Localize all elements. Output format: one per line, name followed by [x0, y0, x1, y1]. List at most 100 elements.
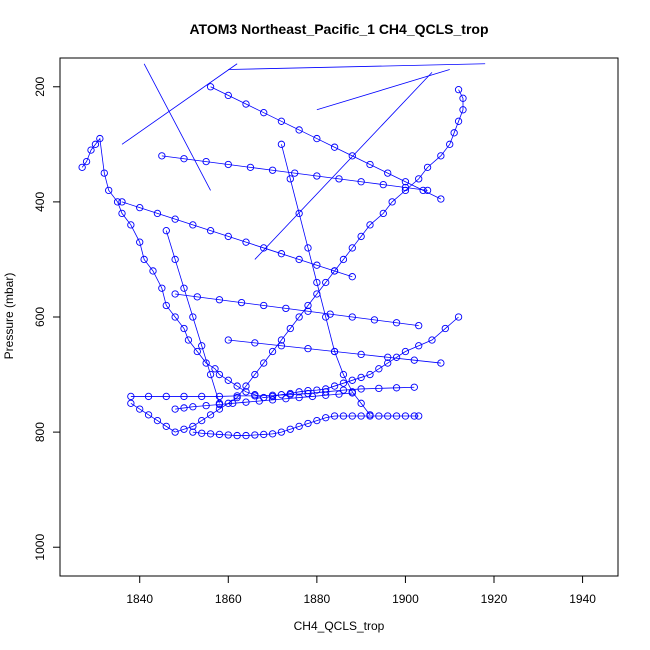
data-point: [401, 183, 410, 192]
data-point: [366, 160, 374, 169]
data-point: [348, 244, 356, 252]
data-point: [277, 336, 286, 344]
data-point: [180, 404, 188, 412]
series-line: [210, 86, 442, 200]
data-point: [357, 399, 365, 407]
data-point: [242, 100, 250, 108]
x-tick-label: 1940: [569, 592, 596, 606]
data-point: [251, 431, 259, 439]
data-point: [322, 278, 330, 287]
y-tick-label: 800: [33, 422, 47, 442]
data-point: [384, 169, 392, 177]
data-point: [171, 428, 179, 436]
y-axis: 200 400 600 800 1000: [33, 76, 61, 561]
connector-line: [121, 63, 238, 145]
series-line: [121, 201, 353, 278]
data-point: [277, 342, 286, 350]
data-point: [322, 414, 330, 422]
data-point: [215, 405, 224, 413]
data-point: [384, 359, 392, 367]
x-axis: 1840 1860 1880 1900 1920 1940: [126, 575, 596, 606]
y-tick-label: 600: [33, 307, 47, 327]
connector-line: [254, 72, 433, 260]
data-point: [189, 428, 197, 436]
data-point: [348, 273, 356, 281]
data-point: [224, 91, 232, 100]
data-point: [313, 134, 321, 143]
data-point: [339, 255, 348, 264]
data-point: [295, 388, 303, 396]
data-point: [437, 195, 445, 203]
data-point: [224, 431, 232, 439]
data-point: [415, 412, 423, 420]
data-point: [375, 412, 383, 420]
data-point: [415, 175, 423, 183]
data-point: [162, 301, 170, 310]
data-point: [215, 399, 224, 407]
connector-line: [143, 63, 211, 191]
series-line: [130, 89, 464, 433]
data-point: [206, 430, 215, 438]
data-point: [113, 198, 122, 206]
data-point: [304, 301, 312, 310]
data-point: [415, 342, 423, 350]
data-point: [304, 345, 312, 353]
data-point: [211, 365, 219, 373]
data-point: [215, 370, 224, 379]
data-point: [242, 382, 250, 390]
data-point: [144, 411, 153, 419]
data-point: [313, 278, 321, 287]
data-point: [260, 109, 268, 117]
data-point: [251, 370, 259, 379]
data-point: [233, 392, 241, 400]
data-point: [202, 401, 210, 410]
data-point: [180, 155, 188, 163]
data-point: [206, 411, 215, 419]
data-point: [348, 376, 356, 384]
data-point: [171, 255, 179, 264]
data-point: [410, 356, 418, 364]
data-point: [357, 350, 365, 359]
data-point: [162, 422, 170, 431]
data-point: [388, 198, 396, 206]
data-point: [330, 382, 339, 390]
data-point: [454, 313, 463, 321]
data-point: [206, 370, 215, 379]
data-point: [260, 301, 268, 310]
data-point: [184, 336, 193, 344]
data-point: [224, 376, 232, 384]
data-point: [277, 250, 286, 258]
data-point: [304, 307, 312, 315]
series-line: [130, 386, 415, 397]
y-axis-label: Pressure (mbar): [2, 273, 16, 360]
data-point: [419, 186, 427, 195]
data-point: [268, 391, 277, 399]
data-point: [313, 386, 321, 394]
data-point: [357, 232, 365, 241]
data-point: [392, 353, 401, 361]
data-point: [348, 152, 356, 160]
data-point: [415, 321, 423, 330]
data-point: [277, 117, 286, 125]
data-point: [242, 238, 250, 246]
data-point: [268, 396, 277, 404]
y-tick-label: 1000: [33, 534, 47, 561]
data-point: [171, 313, 179, 321]
data-point: [339, 370, 348, 379]
plot-area: [78, 63, 486, 440]
data-point: [268, 166, 277, 174]
data-point: [437, 152, 445, 160]
data-point: [348, 412, 356, 420]
data-point: [251, 392, 259, 400]
data-point: [459, 94, 467, 102]
data-point: [454, 117, 463, 125]
data-point: [295, 313, 303, 321]
data-point: [392, 384, 401, 392]
series-line: [165, 230, 220, 404]
data-point: [149, 267, 157, 275]
data-point: [277, 428, 286, 436]
x-tick-label: 1880: [304, 592, 331, 606]
data-point: [215, 392, 224, 401]
data-point: [153, 416, 162, 425]
data-point: [348, 388, 356, 396]
